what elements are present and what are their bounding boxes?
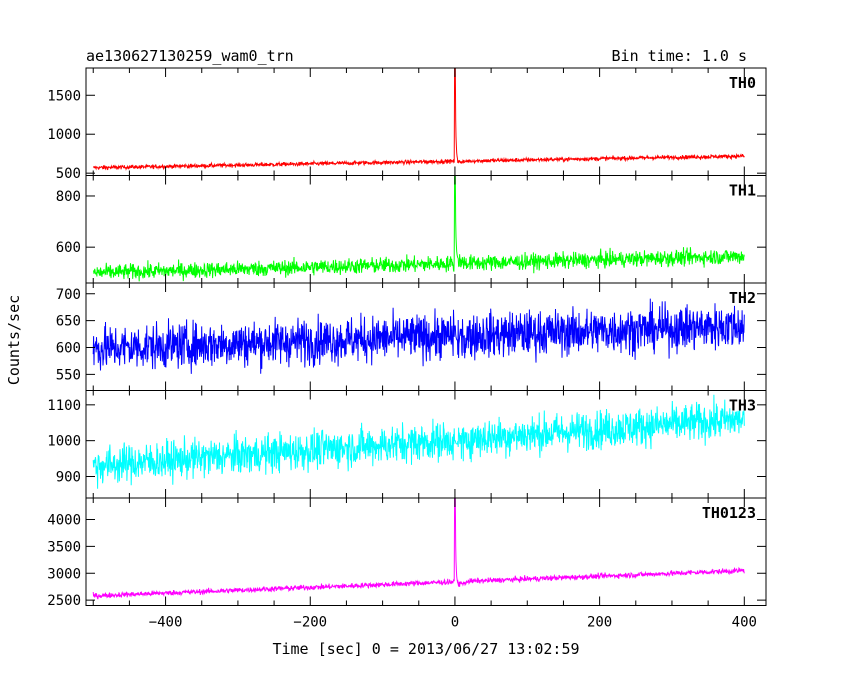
y-tick-label: 1000 xyxy=(47,434,81,450)
series-line-th2 xyxy=(92,298,745,374)
series-line-th0123 xyxy=(92,498,745,600)
y-tick-label: 2500 xyxy=(47,593,81,609)
y-tick-label: 1500 xyxy=(47,88,81,104)
x-tick-label: −400 xyxy=(149,615,183,631)
y-tick-label: 1100 xyxy=(47,398,81,414)
panel-frame xyxy=(85,390,767,499)
x-tick-label: 0 xyxy=(451,615,459,631)
y-tick-label: 1000 xyxy=(47,127,81,143)
panel-label: TH1 xyxy=(729,182,756,200)
x-tick-label: −200 xyxy=(293,615,327,631)
series-line-th0 xyxy=(92,68,745,171)
panel-frame xyxy=(85,175,767,284)
x-axis-label: Time [sec] 0 = 2013/06/27 13:02:59 xyxy=(272,640,579,658)
panel-frame xyxy=(85,67,767,176)
series-line-th3 xyxy=(92,394,745,489)
y-tick-label: 600 xyxy=(56,341,81,357)
x-tick-label: 200 xyxy=(587,615,612,631)
y-tick-label: 600 xyxy=(56,240,81,256)
y-tick-label: 900 xyxy=(56,470,81,486)
y-tick-label: 3500 xyxy=(47,539,81,555)
chart-title: ae130627130259_wam0_trn xyxy=(86,47,294,65)
panel-frame xyxy=(85,497,767,606)
panel-label: TH0123 xyxy=(702,504,756,522)
y-tick-label: 500 xyxy=(56,166,81,182)
y-tick-label: 3000 xyxy=(47,566,81,582)
panel-label: TH0 xyxy=(729,74,756,92)
y-tick-label: 4000 xyxy=(47,513,81,529)
panel-label: TH3 xyxy=(729,397,756,415)
y-tick-label: 800 xyxy=(56,189,81,205)
x-tick-label: 400 xyxy=(732,615,757,631)
bin-time-label: Bin time: 1.0 s xyxy=(612,47,747,65)
panel-label: TH2 xyxy=(729,289,756,307)
y-axis-label: Counts/sec xyxy=(5,295,23,385)
y-tick-label: 650 xyxy=(56,314,81,330)
panels-group: 500 1000 1500 TH0 600 800 TH1 550 600 650 700 TH2 90… xyxy=(47,67,767,631)
y-tick-label: 550 xyxy=(56,367,81,383)
series-line-th1 xyxy=(92,175,745,282)
y-tick-label: 700 xyxy=(56,287,81,303)
